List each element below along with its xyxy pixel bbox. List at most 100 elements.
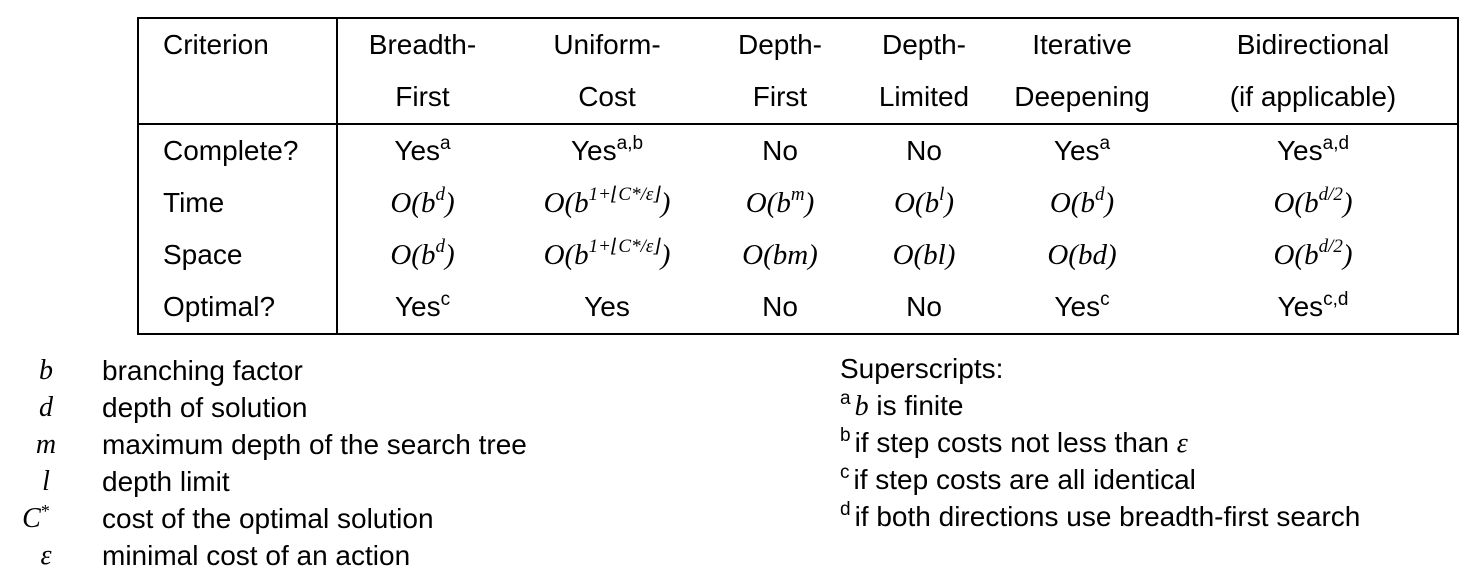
table-cell: Yesa,d	[1169, 124, 1458, 177]
formula-exponent: d	[435, 183, 445, 205]
row-label: Time	[138, 177, 338, 229]
header-uniform-cost-line1: Uniform-	[553, 29, 661, 60]
table-cell: Yesa,b	[507, 124, 707, 177]
cell-text: Yes	[1054, 291, 1101, 322]
table-cell: No	[707, 281, 853, 334]
formula-base: O(b	[893, 186, 940, 219]
formula-base: O(b	[390, 238, 436, 271]
legend-symbol: b	[0, 352, 92, 389]
symbol-text: d	[39, 392, 53, 423]
cell-text: Yes	[394, 291, 441, 322]
superscript-item: d if both directions use breadth-first se…	[840, 498, 1360, 535]
legend-symbol: C*	[0, 500, 82, 537]
formula-close: )	[660, 238, 671, 271]
superscript-text: if step costs are all identical	[853, 464, 1196, 495]
superscript-item: b if step costs not less than ε	[840, 424, 1188, 461]
formula-close: )	[444, 186, 455, 219]
superscript-text: if step costs not less than	[854, 427, 1177, 458]
legend-description: minimal cost of an action	[102, 540, 411, 571]
table-cell: Yesc	[337, 281, 507, 334]
formula-close: )	[1342, 186, 1353, 219]
legend-description: depth limit	[102, 466, 230, 497]
legend-symbol: m	[0, 426, 92, 463]
superscript-key: b	[840, 425, 851, 446]
complexity-formula: O(bl)	[853, 177, 995, 229]
complexity-formula: O(bm)	[707, 177, 853, 229]
formula-base: O(b	[745, 186, 791, 219]
superscript-text: is finite	[868, 390, 964, 421]
superscript-key: d	[840, 499, 851, 520]
formula-base: O(b	[543, 186, 589, 219]
header-bidirectional-line2: (if applicable)	[1169, 71, 1458, 125]
legend-description: branching factor	[102, 355, 303, 386]
header-depth-first-line2: First	[707, 71, 853, 125]
legend-symbol: d	[0, 389, 92, 426]
header-depth-first-line1: Depth-	[737, 29, 823, 60]
superscript-key: a	[840, 388, 851, 409]
cell-text: No	[906, 291, 942, 322]
cell-text: Yes	[394, 135, 441, 166]
formula-base: O(b	[1273, 238, 1319, 271]
header-breadth-first-line1: Breadth-	[368, 29, 477, 60]
complexity-formula: O(bd)	[995, 229, 1169, 281]
complexity-formula: O(b1+⌊C*/ε⌋)	[507, 229, 707, 281]
superscript-key: c	[840, 462, 850, 483]
row-label: Complete?	[138, 124, 338, 177]
header-breadth-first-line2: First	[337, 71, 507, 125]
header-criterion: Criterion	[138, 18, 338, 71]
formula-exponent: d	[435, 235, 445, 257]
header-row-1: Criterion Breadth- Uniform- Depth- Depth…	[138, 18, 1458, 71]
formula-base: O(b	[1049, 186, 1095, 219]
symbol-text: m	[35, 429, 57, 460]
complexity-formula: O(bd)	[995, 177, 1169, 229]
cell-superscript: c,d	[1323, 289, 1349, 310]
formula-exponent: l	[939, 183, 945, 205]
formula-close: )	[1342, 238, 1353, 271]
formula-base: O(b	[1273, 186, 1319, 219]
formula-exponent: 1+⌊C*/ε⌋	[588, 235, 661, 257]
symbol-text: l	[42, 466, 50, 497]
cell-text: Yes	[1277, 291, 1324, 322]
formula-exponent: d/2	[1318, 183, 1343, 205]
table-cell: Yes	[507, 281, 707, 334]
cell-superscript: a,d	[1322, 133, 1350, 154]
search-strategy-comparison-table: Criterion Breadth- Uniform- Depth- Depth…	[137, 17, 1459, 335]
formula-close: )	[660, 186, 671, 219]
superscript-math: ε	[1176, 428, 1188, 459]
legend-symbol: l	[0, 463, 92, 500]
cell-text: No	[906, 135, 942, 166]
complexity-formula: O(bl)	[853, 229, 995, 281]
row-complete: Complete? Yesa Yesa,b No No Yesa Yesa,d	[138, 124, 1458, 177]
legend-symbol: ε	[0, 537, 92, 574]
formula-base: O(bd)	[1047, 238, 1117, 271]
row-optimal: Optimal? Yesc Yes No No Yesc Yesc,d	[138, 281, 1458, 334]
symbol-sup: *	[40, 501, 50, 521]
cell-text: Yes	[584, 291, 630, 322]
symbol-text: C	[22, 503, 41, 534]
complexity-formula: O(bd)	[337, 177, 507, 229]
cell-superscript: a,b	[616, 133, 644, 154]
header-bidirectional-line1: Bidirectional	[1236, 29, 1390, 60]
legend-description: maximum depth of the search tree	[102, 429, 527, 460]
header-row-2: First Cost First Limited Deepening (if a…	[138, 71, 1458, 125]
superscript-text: if both directions use breadth-first sea…	[854, 501, 1361, 532]
complexity-formula: O(b1+⌊C*/ε⌋)	[507, 177, 707, 229]
row-time: Time O(bd) O(b1+⌊C*/ε⌋) O(bm) O(bl) O(bd…	[138, 177, 1458, 229]
complexity-formula: O(bd/2)	[1169, 229, 1458, 281]
formula-base: O(b	[543, 238, 589, 271]
formula-exponent: m	[790, 183, 805, 205]
table-cell: Yesc	[995, 281, 1169, 334]
row-space: Space O(bd) O(b1+⌊C*/ε⌋) O(bm) O(bl) O(b…	[138, 229, 1458, 281]
formula-close: )	[804, 186, 815, 219]
formula-base: O(b	[390, 186, 436, 219]
cell-text: Yes	[1276, 135, 1323, 166]
superscripts-title: Superscripts:	[840, 353, 1004, 384]
header-uniform-cost-line2: Cost	[507, 71, 707, 125]
symbol-text: ε	[40, 540, 52, 571]
table-cell: No	[707, 124, 853, 177]
formula-base: O(bl)	[892, 238, 956, 271]
cell-text: Yes	[1053, 135, 1100, 166]
header-iterative-deepening-line2: Deepening	[995, 71, 1169, 125]
cell-superscript: c	[1100, 289, 1110, 310]
